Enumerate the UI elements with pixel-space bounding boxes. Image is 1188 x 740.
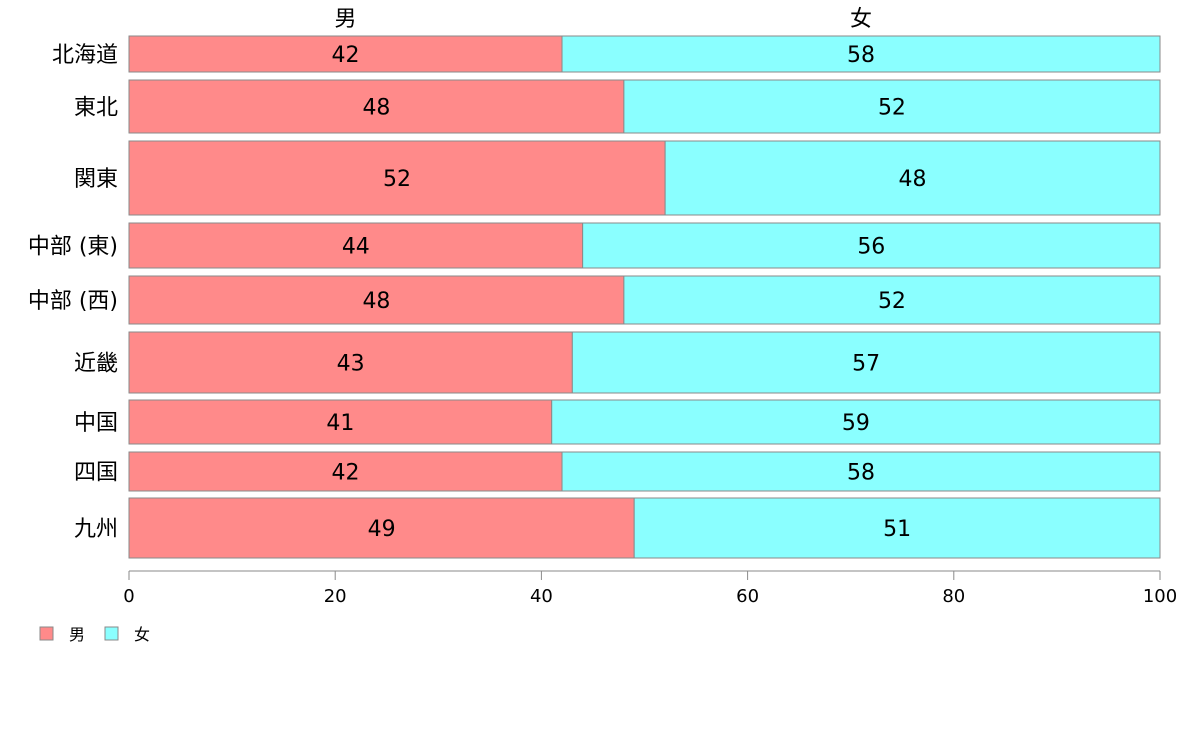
category-label-0: 北海道 xyxy=(52,43,118,68)
legend-label-male: 男 xyxy=(69,625,85,644)
bar-male-8 xyxy=(128,497,635,559)
bars-layer xyxy=(128,35,1161,559)
bar-male-6 xyxy=(128,399,553,445)
data-label-female-7: 58 xyxy=(847,461,875,486)
category-label-8: 九州 xyxy=(74,517,118,542)
bar-female-2 xyxy=(664,140,1161,216)
category-label-1: 東北 xyxy=(74,96,118,121)
data-label-female-4: 52 xyxy=(878,289,906,314)
category-label-4: 中部 (西) xyxy=(28,289,118,314)
data-label-female-2: 48 xyxy=(899,167,927,192)
x-tick-label-3: 60 xyxy=(736,586,759,607)
bar-female-3 xyxy=(582,222,1161,269)
bar-female-1 xyxy=(623,79,1161,134)
series-header-female: 女 xyxy=(850,7,872,32)
bar-female-5 xyxy=(571,331,1161,394)
x-tick-label-2: 40 xyxy=(530,586,553,607)
legend-swatch-male xyxy=(39,626,54,641)
category-label-6: 中国 xyxy=(74,411,118,436)
bar-male-3 xyxy=(128,222,584,269)
bar-male-4 xyxy=(128,275,625,325)
data-label-female-5: 57 xyxy=(852,352,880,377)
category-label-2: 関東 xyxy=(74,167,118,192)
data-label-male-2: 52 xyxy=(383,167,411,192)
bar-female-0 xyxy=(561,35,1161,73)
bar-female-4 xyxy=(623,275,1161,325)
data-label-male-7: 42 xyxy=(332,461,360,486)
data-label-male-0: 42 xyxy=(332,43,360,68)
data-label-male-3: 44 xyxy=(342,235,370,260)
bar-female-8 xyxy=(633,497,1161,559)
data-label-female-0: 58 xyxy=(847,43,875,68)
data-label-female-6: 59 xyxy=(842,411,870,436)
bar-female-7 xyxy=(561,451,1161,492)
legend-swatch-female xyxy=(104,626,119,641)
category-label-5: 近畿 xyxy=(74,352,118,377)
labels-layer: 男 女 42 58 北海道 48 52 東北 52 48 関東 44 56 中部 (東) 48 52 中部 (西… xyxy=(28,7,927,542)
x-tick-label-5: 100 xyxy=(1143,586,1177,607)
bar-male-2 xyxy=(128,140,666,216)
x-axis: 0 20 40 60 80 100 xyxy=(123,570,1177,607)
data-label-female-8: 51 xyxy=(883,517,911,542)
category-label-3: 中部 (東) xyxy=(28,235,118,260)
x-tick-label-1: 20 xyxy=(324,586,347,607)
data-label-male-4: 48 xyxy=(362,289,390,314)
series-header-male: 男 xyxy=(335,7,357,32)
bar-male-0 xyxy=(128,35,563,73)
legend: 男女 xyxy=(39,625,150,644)
data-label-male-6: 41 xyxy=(326,411,354,436)
data-label-male-1: 48 xyxy=(362,96,390,121)
category-label-7: 四国 xyxy=(74,461,118,486)
data-label-female-1: 52 xyxy=(878,96,906,121)
x-tick-label-0: 0 xyxy=(123,586,134,607)
x-tick-label-4: 80 xyxy=(942,586,965,607)
bar-female-6 xyxy=(551,399,1161,445)
data-label-male-5: 43 xyxy=(337,352,365,377)
legend-label-female: 女 xyxy=(134,625,150,644)
data-label-female-3: 56 xyxy=(857,235,885,260)
bar-male-1 xyxy=(128,79,625,134)
data-label-male-8: 49 xyxy=(368,517,396,542)
